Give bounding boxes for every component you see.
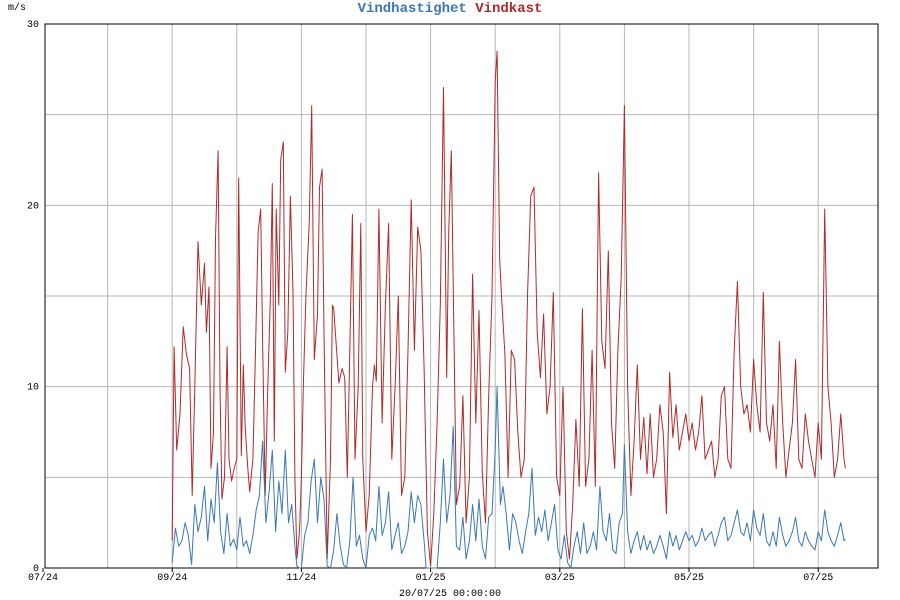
y-tick-label: 0 [33, 564, 39, 575]
x-tick-label: 09/24 [157, 572, 187, 584]
x-tick-label: 03/25 [545, 572, 575, 584]
series-line-vindhastighet [171, 386, 846, 569]
y-tick-label: 30 [27, 20, 39, 31]
y-axis-unit: m/s [8, 2, 26, 14]
grid [45, 24, 878, 568]
x-tick-label: 05/25 [674, 572, 704, 584]
x-tick-label: 07/24 [28, 572, 58, 584]
y-axis: 0 10 20 30 [27, 20, 39, 575]
x-tick-label: 01/25 [416, 572, 446, 584]
title-series-speed: Vindhastighet [358, 1, 467, 17]
chart-title: Vindhastighet Vindkast [358, 1, 543, 17]
y-tick-label: 20 [27, 201, 39, 212]
title-series-gust: Vindkast [475, 1, 542, 17]
x-tick-label: 11/24 [286, 572, 316, 584]
y-tick-label: 10 [27, 383, 39, 394]
x-tick-label: 07/25 [803, 572, 833, 584]
series-line-vindkast [171, 50, 846, 567]
series-lines [171, 50, 846, 569]
plot-frame [44, 23, 879, 569]
timestamp-footer: 20/07/25 00:00:00 [399, 588, 501, 600]
x-axis: 07/24 09/24 11/24 01/25 03/25 05/25 07/25 [28, 568, 833, 584]
